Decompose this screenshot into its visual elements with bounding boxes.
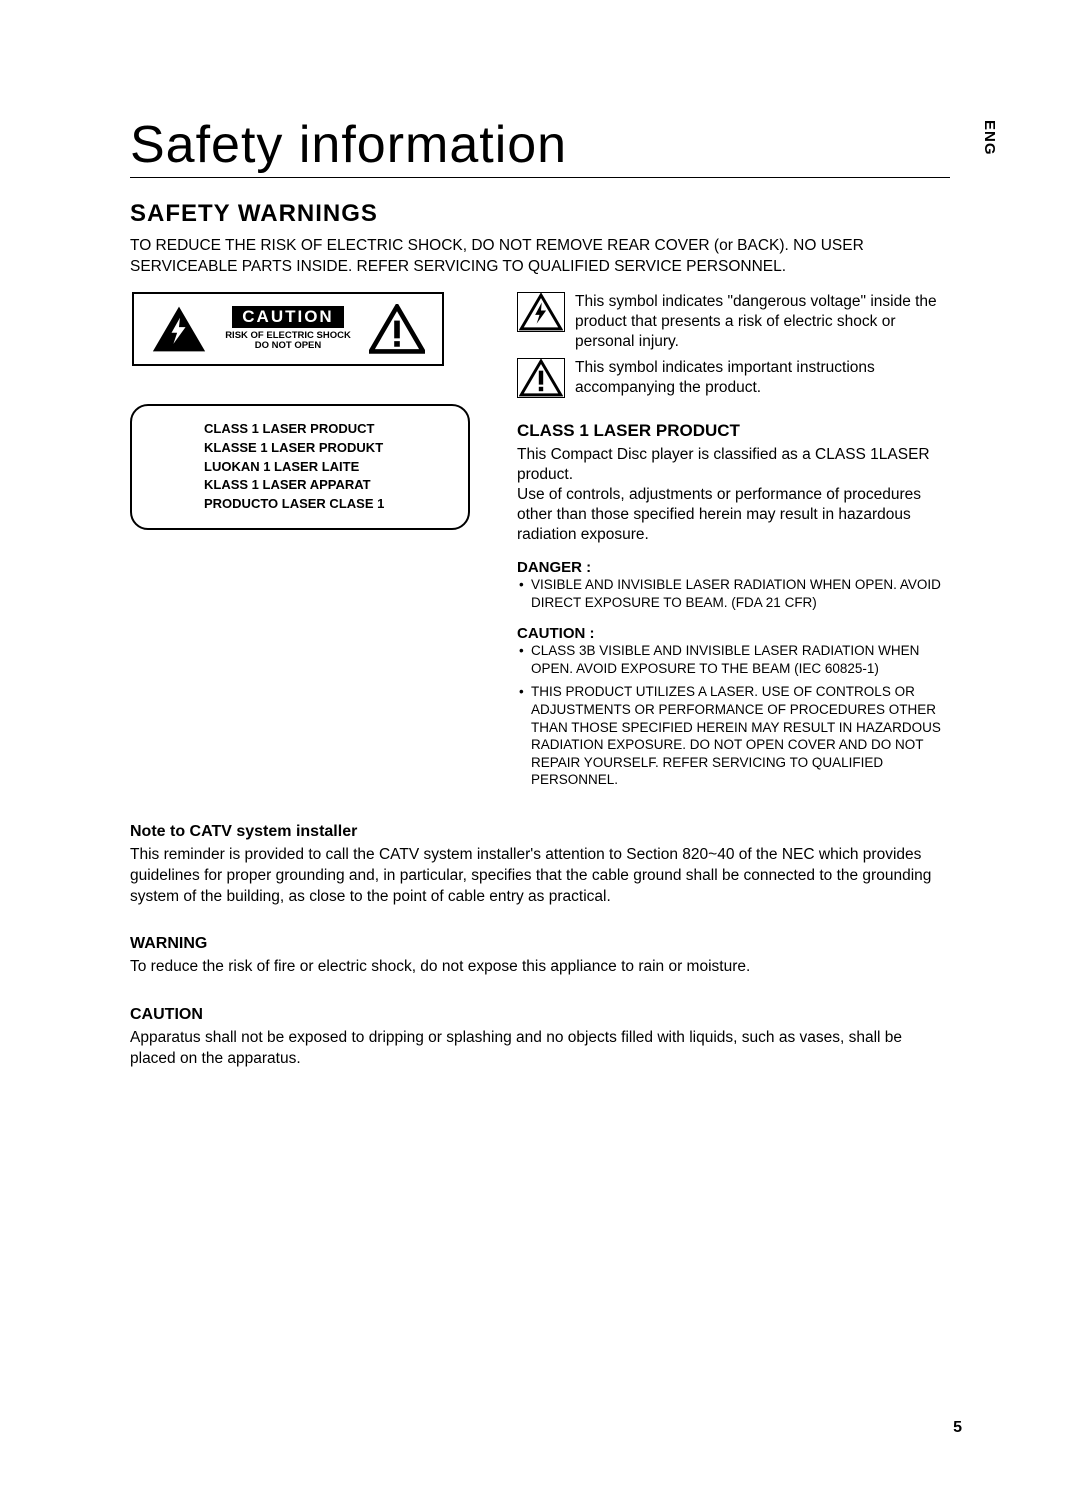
warning-section: WARNING To reduce the risk of fire or el… [130,935,950,978]
caution-list: CLASS 3B VISIBLE AND INVISIBLE LASER RAD… [517,642,950,788]
language-tab: ENG [981,120,998,156]
symbol-excl-text: This symbol indicates important instruct… [575,358,950,398]
intro-text: TO REDUCE THE RISK OF ELECTRIC SHOCK, DO… [130,236,950,278]
catv-heading: Note to CATV system installer [130,823,950,841]
laser-label-line5: PRODUCTO LASER CLASE 1 [204,495,448,514]
laser-body-2: Use of controls, adjustments or performa… [517,485,950,545]
caution-list-label: CAUTION : [517,625,950,642]
right-column: This symbol indicates "dangerous voltage… [517,292,950,795]
caution-section: CAUTION Apparatus shall not be exposed t… [130,1006,950,1070]
caution-heading-2: CAUTION [130,1006,950,1024]
caution-box: CAUTION RISK OF ELECTRIC SHOCK DO NOT OP… [132,292,444,366]
danger-label: DANGER : [517,559,950,576]
caution-sub2: DO NOT OPEN [225,341,351,351]
danger-list: VISIBLE AND INVISIBLE LASER RADIATION WH… [517,576,950,611]
caution-item-2: THIS PRODUCT UTILIZES A LASER. USE OF CO… [517,683,950,788]
caution-item-1: CLASS 3B VISIBLE AND INVISIBLE LASER RAD… [517,642,950,677]
catv-body: This reminder is provided to call the CA… [130,845,950,908]
caution-center: CAUTION RISK OF ELECTRIC SHOCK DO NOT OP… [225,306,351,352]
symbol-bolt-text: This symbol indicates "dangerous voltage… [575,292,950,352]
catv-section: Note to CATV system installer This remin… [130,823,950,908]
laser-subheading: CLASS 1 LASER PRODUCT [517,421,950,441]
caution-word: CAUTION [232,306,343,328]
page-root: ENG Safety information SAFETY WARNINGS T… [0,0,1080,1070]
exclamation-triangle-icon [369,304,425,354]
laser-label-line2: KLASSE 1 LASER PRODUKT [204,439,448,458]
page-number: 5 [953,1419,962,1437]
excl-icon-box [517,358,565,398]
symbol-row-excl: This symbol indicates important instruct… [517,358,950,398]
laser-label-line3: LUOKAN 1 LASER LAITE [204,458,448,477]
symbol-row-bolt: This symbol indicates "dangerous voltage… [517,292,950,352]
laser-label-line4: KLASS 1 LASER APPARAT [204,476,448,495]
bolt-triangle-icon [151,304,207,354]
danger-item-1: VISIBLE AND INVISIBLE LASER RADIATION WH… [517,576,950,611]
warning-body: To reduce the risk of fire or electric s… [130,957,950,978]
warning-heading: WARNING [130,935,950,953]
caution-body-2: Apparatus shall not be exposed to drippi… [130,1028,950,1070]
laser-body-1: This Compact Disc player is classified a… [517,445,950,485]
bolt-icon-box [517,292,565,332]
bolt-triangle-small-icon [519,292,563,332]
section-heading: SAFETY WARNINGS [130,200,950,228]
two-column-region: CAUTION RISK OF ELECTRIC SHOCK DO NOT OP… [130,292,950,795]
page-title: Safety information [130,115,950,178]
laser-class-label: CLASS 1 LASER PRODUCT KLASSE 1 LASER PRO… [130,404,470,530]
left-column: CAUTION RISK OF ELECTRIC SHOCK DO NOT OP… [130,292,487,795]
exclamation-triangle-small-icon [519,358,563,398]
laser-label-line1: CLASS 1 LASER PRODUCT [204,420,448,439]
